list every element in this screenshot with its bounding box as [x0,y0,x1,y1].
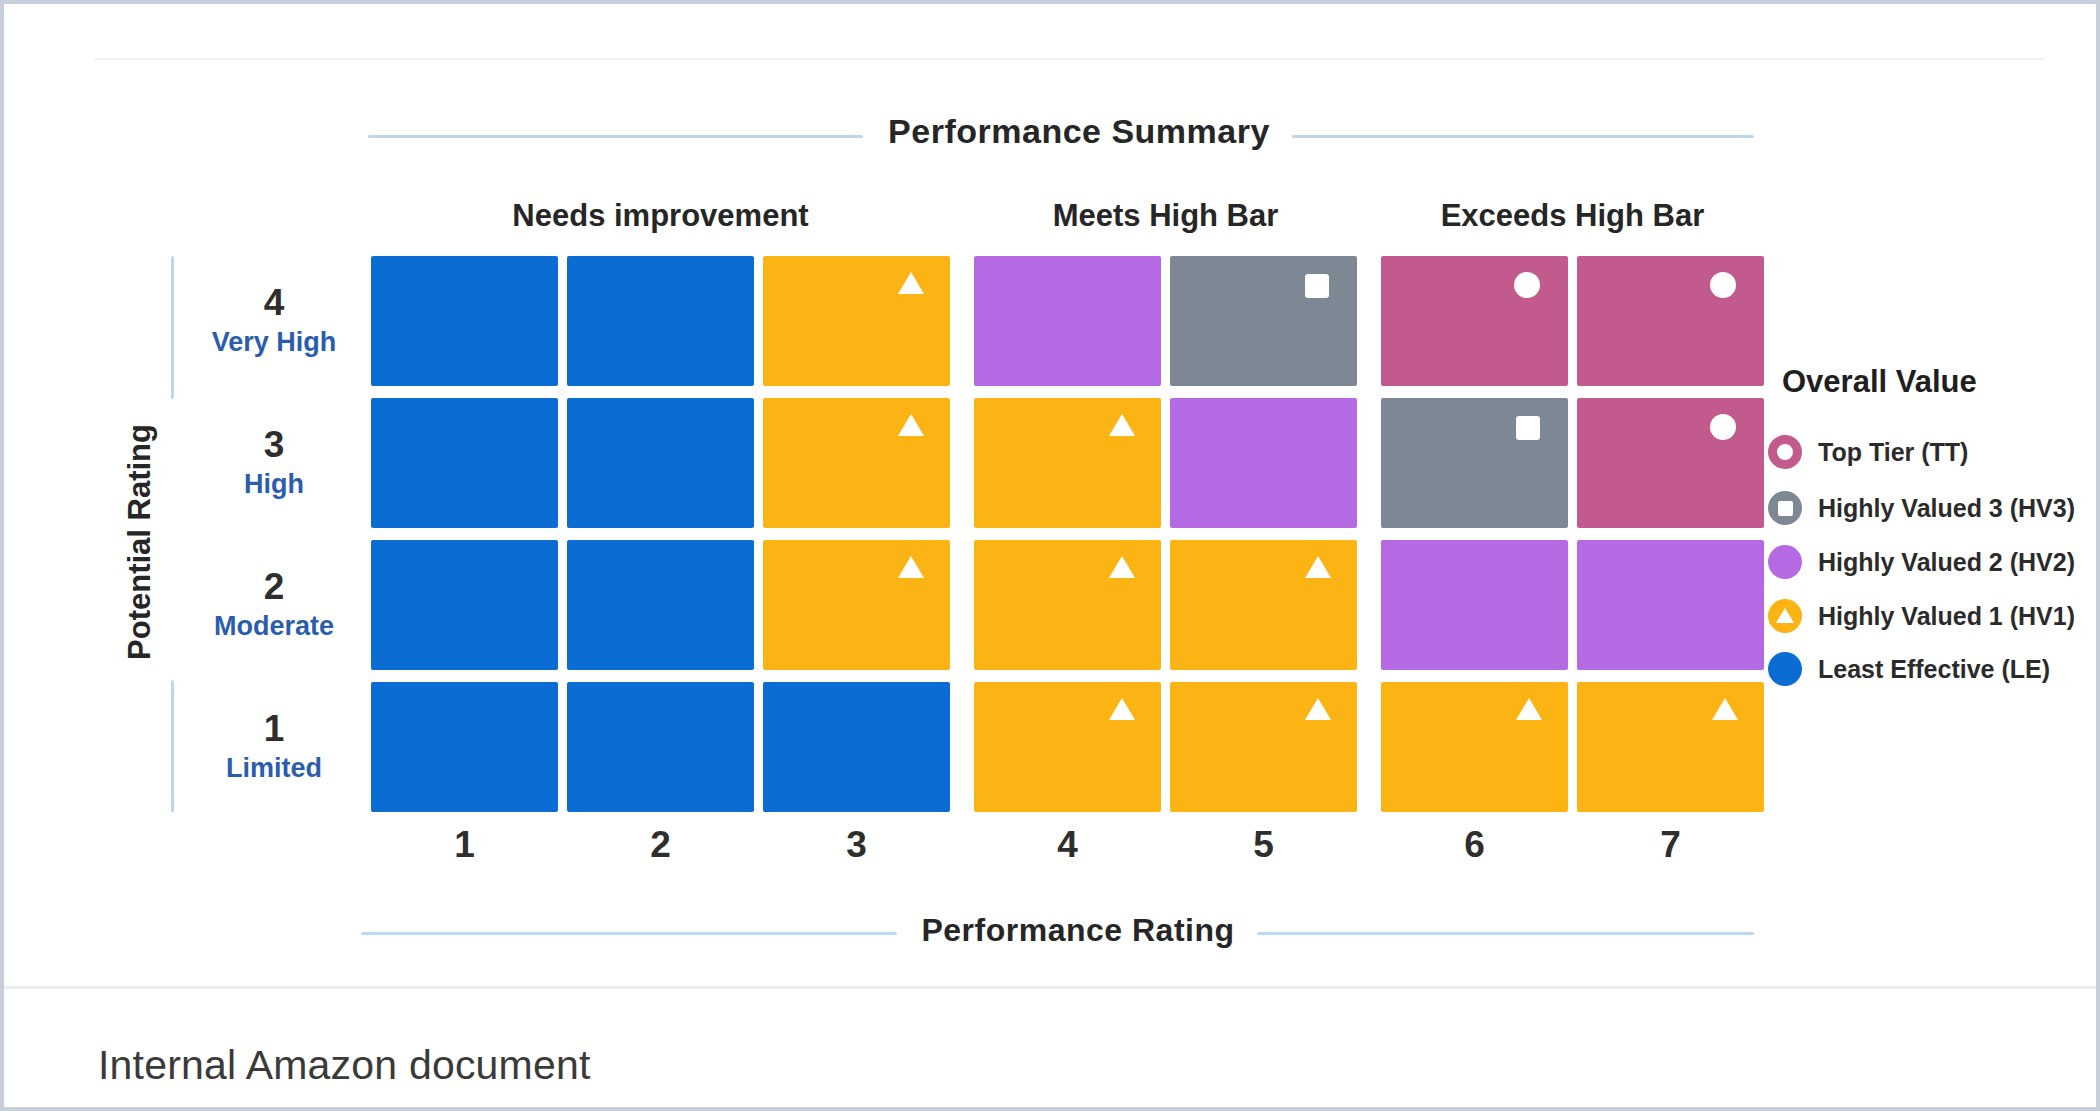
cell-p4-x4-HV2 [974,256,1161,386]
triangle-marker-icon [1109,556,1135,578]
cell-p4-x1-LE [371,256,558,386]
triangle-marker-icon [1516,698,1542,720]
cell-p3-x2-LE [567,398,754,528]
legend-item-label: Least Effective (LE) [1818,655,2050,684]
legend-item-tt: Top Tier (TT) [1768,432,1968,472]
circle-marker-icon [1710,414,1736,440]
cell-p2-x4-HV1 [974,540,1161,670]
y-row-label-2: 2 Moderate [176,540,372,670]
triangle-marker-icon [1305,556,1331,578]
circle-marker-icon [1514,272,1540,298]
column-group-header-2: Meets High Bar [974,198,1357,234]
x-tick-6: 6 [1381,824,1568,866]
legend-item-label: Top Tier (TT) [1818,438,1968,467]
x-tick-7: 7 [1577,824,1764,866]
triangle-marker-icon [898,414,924,436]
x-tick-1: 1 [371,824,558,866]
y-row-label-1: 1 Limited [176,682,372,812]
document-page: Performance Summary Needs improvement Mee… [0,0,2100,1111]
cell-p1-x5-HV1 [1170,682,1357,812]
x-tick-4: 4 [974,824,1161,866]
triangle-marker-icon [898,272,924,294]
circle-marker-icon [1710,272,1736,298]
chart-title: Performance Summary [864,112,1294,151]
cell-p4-x3-HV1 [763,256,950,386]
title-rule-left [368,135,863,138]
legend-item-label: Highly Valued 3 (HV3) [1818,494,2075,523]
y-row-value: 2 [264,568,285,607]
cell-p1-x3-LE [763,682,950,812]
cell-p4-x6-TT [1381,256,1568,386]
cell-p3-x3-HV1 [763,398,950,528]
panel-top-edge [94,58,2044,60]
cell-p4-x5-HV3 [1170,256,1357,386]
cell-p3-x5-HV2 [1170,398,1357,528]
cell-p1-x2-LE [567,682,754,812]
panel-bottom-edge [4,986,2096,989]
cell-p3-x1-LE [371,398,558,528]
caption-text: Internal Amazon document [98,1042,591,1089]
y-axis-rule-bottom [171,680,174,812]
white-square-glyph [1778,501,1793,516]
white-triangle-glyph [1776,608,1794,623]
cell-p2-x5-HV1 [1170,540,1357,670]
triangle-marker-icon [898,556,924,578]
legend-item-label: Highly Valued 2 (HV2) [1818,548,2075,577]
y-axis-rule-top [171,256,174,399]
cell-p3-x6-HV3 [1381,398,1568,528]
legend-item-hv3: Highly Valued 3 (HV3) [1768,488,2075,528]
cell-p2-x1-LE [371,540,558,670]
legend-item-le: Least Effective (LE) [1768,649,2050,689]
cell-p2-x6-HV2 [1381,540,1568,670]
x-tick-3: 3 [763,824,950,866]
x-tick-2: 2 [567,824,754,866]
x-axis-rule-left [361,932,897,935]
triangle-marker-icon [1109,698,1135,720]
legend-title: Overall Value [1782,364,2098,400]
hv3-legend-icon [1768,491,1802,525]
y-row-name: Moderate [214,611,334,642]
cell-p4-x7-TT [1577,256,1764,386]
y-row-name: Limited [226,753,322,784]
cell-p2-x7-HV2 [1577,540,1764,670]
y-row-label-3: 3 High [176,398,372,528]
legend-item-hv2: Highly Valued 2 (HV2) [1768,542,2075,582]
cell-p2-x3-HV1 [763,540,950,670]
column-group-header-1: Needs improvement [371,198,950,234]
cell-p2-x2-LE [567,540,754,670]
square-marker-icon [1516,416,1540,440]
column-group-header-3: Exceeds High Bar [1381,198,1764,234]
y-axis-title: Potential Rating [122,424,158,660]
triangle-marker-icon [1109,414,1135,436]
cell-p1-x1-LE [371,682,558,812]
y-row-name: Very High [212,327,337,358]
legend-item-label: Highly Valued 1 (HV1) [1818,602,2075,631]
cell-p1-x7-HV1 [1577,682,1764,812]
triangle-marker-icon [1712,698,1738,720]
triangle-marker-icon [1305,698,1331,720]
cell-p3-x7-TT [1577,398,1764,528]
cell-p4-x2-LE [567,256,754,386]
y-row-value: 4 [264,284,285,323]
x-tick-5: 5 [1170,824,1357,866]
legend-item-hv1: Highly Valued 1 (HV1) [1768,596,2075,636]
y-row-value: 3 [264,426,285,465]
legend: Overall Value Top Tier (TT)Highly Valued… [1768,364,2098,400]
hv2-legend-icon [1768,545,1802,579]
x-axis-rule-right [1257,932,1754,935]
hv1-legend-icon [1768,599,1802,633]
y-row-value: 1 [264,710,285,749]
cell-p1-x6-HV1 [1381,682,1568,812]
tt-legend-icon [1768,435,1802,469]
square-marker-icon [1305,274,1329,298]
le-legend-icon [1768,652,1802,686]
title-rule-right [1292,135,1754,138]
cell-p3-x4-HV1 [974,398,1161,528]
y-row-name: High [244,469,304,500]
cell-p1-x4-HV1 [974,682,1161,812]
x-axis-title: Performance Rating [902,912,1254,949]
y-row-label-4: 4 Very High [176,256,372,386]
